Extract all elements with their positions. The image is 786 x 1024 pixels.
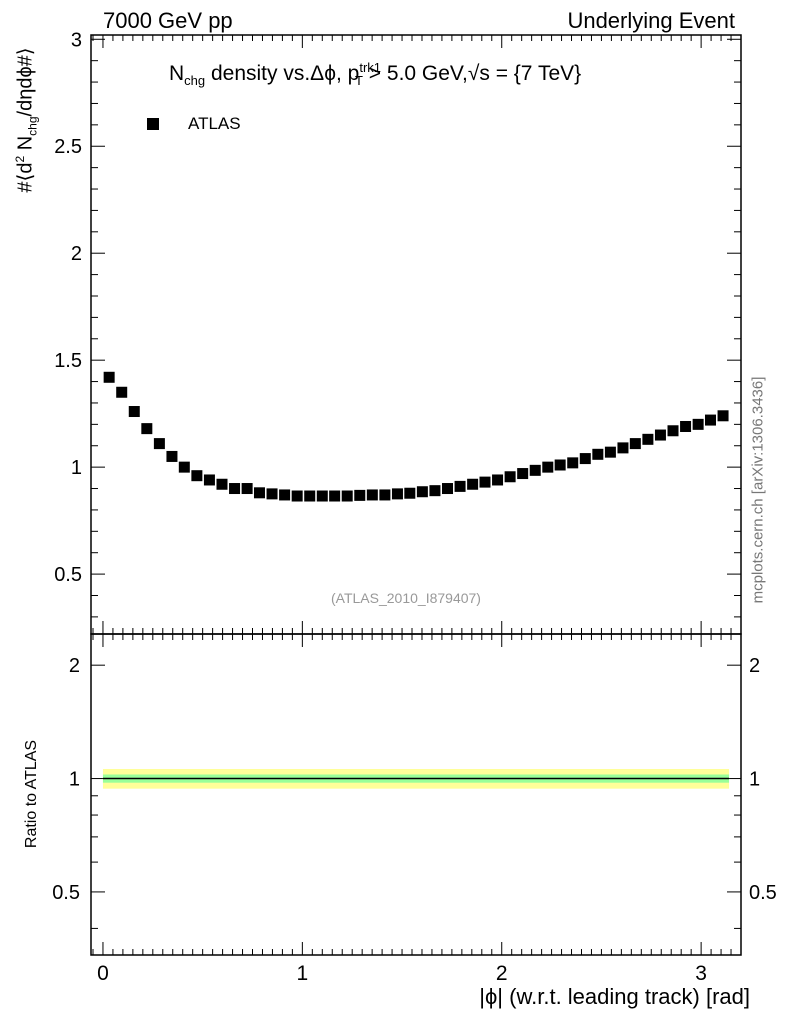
ylabel-a: #⟨d: [14, 162, 37, 193]
watermark: mcplots.cern.ch [arXiv:1306.3436]: [749, 376, 767, 604]
data-point: [103, 371, 115, 383]
data-point: [216, 478, 228, 490]
data-point: [404, 487, 416, 499]
x-tick-label: 1: [297, 962, 309, 985]
ratio-frame: [90, 633, 742, 956]
data-point: [316, 490, 328, 502]
data-point: [229, 483, 241, 495]
title-mid: density vs.Δϕ, p: [205, 62, 360, 85]
y-tick-label: 1.5: [54, 350, 82, 372]
data-point: [554, 459, 566, 471]
legend-marker-atlas: [147, 118, 159, 130]
data-point: [667, 425, 679, 437]
data-point: [191, 470, 203, 482]
data-point: [604, 446, 616, 458]
data-point: [379, 489, 391, 501]
data-point: [141, 423, 153, 435]
data-point: [492, 474, 504, 486]
data-point: [266, 488, 278, 500]
x-tick-label: 3: [695, 962, 707, 985]
data-point: [178, 461, 190, 473]
legend-label-atlas: ATLAS: [188, 114, 241, 133]
y-tick-label: 3: [71, 29, 82, 51]
data-point: [304, 490, 316, 502]
data-point: [592, 448, 604, 460]
data-point: [467, 478, 479, 490]
x-tick-label: 2: [496, 962, 508, 985]
data-point: [291, 490, 303, 502]
data-point: [341, 490, 353, 502]
data-point: [442, 483, 454, 495]
main-panel: 0.5 1 1.5 2 2.5 3: [54, 29, 742, 955]
data-point: [166, 450, 178, 462]
data-point: [529, 464, 541, 476]
data-point: [429, 485, 441, 497]
data-point: [517, 468, 529, 480]
data-point: [704, 414, 716, 426]
data-point: [504, 471, 516, 483]
data-point: [116, 386, 128, 398]
title-n: N: [169, 62, 185, 85]
ratio-y-tick-label-right: 2: [749, 655, 760, 677]
y-tick-label: 1: [71, 457, 82, 479]
data-point: [654, 429, 666, 441]
data-point: [253, 487, 265, 499]
ylabel-c: /dηdϕ#⟩: [14, 47, 37, 117]
data-point: [567, 457, 579, 469]
title-tail: > 5.0 GeV,√s = {7 TeV}: [362, 62, 582, 85]
y-axis-label-ratio: Ratio to ATLAS: [23, 739, 40, 849]
ratio-y-tick-label-left: 2: [69, 655, 80, 677]
data-point: [241, 483, 253, 495]
data-point: [153, 438, 165, 450]
title-sup: trk1: [359, 60, 381, 75]
x-tick-label: 0: [97, 962, 109, 985]
ratio-y-tick-label-right: 1: [749, 769, 760, 791]
chart-title: Nchg density vs.Δϕ, ptrk1T > 5.0 GeV,√s …: [169, 60, 581, 88]
ratio-y-tick-label-right: 0.5: [749, 882, 777, 904]
data-point: [279, 489, 291, 501]
header-right: Underlying Event: [567, 8, 735, 33]
x-axis-label: |ϕ| (w.r.t. leading track) [rad]: [479, 984, 750, 1009]
data-point: [329, 490, 341, 502]
data-point: [354, 489, 366, 501]
header-left: 7000 GeV pp: [103, 8, 233, 33]
data-point: [629, 438, 641, 450]
data-point: [203, 474, 215, 486]
data-point: [416, 486, 428, 498]
y-tick-label: 2: [71, 243, 82, 265]
data-point: [454, 480, 466, 492]
ylabel-sup: 2: [12, 155, 27, 163]
data-point: [542, 461, 554, 473]
ylabel-sub: chg: [25, 116, 40, 136]
y-axis-label-main: #⟨d2 Nchg/dηdϕ#⟩: [13, 47, 40, 192]
ratio-y-tick-label-left: 0.5: [52, 882, 80, 904]
data-point: [692, 418, 704, 430]
data-point: [617, 442, 629, 454]
ylabel-b: N: [14, 135, 37, 156]
ratio-y-tick-label-left: 1: [69, 769, 80, 791]
data-point: [128, 406, 140, 418]
data-point: [366, 489, 378, 501]
analysis-reference: (ATLAS_2010_I879407): [331, 590, 481, 606]
y-tick-label: 0.5: [54, 564, 82, 586]
data-point: [680, 420, 692, 432]
data-point: [717, 410, 729, 422]
ratio-panel: 0 1 2 3 0.5 0.5 1 1 2 2: [52, 633, 777, 985]
data-point: [642, 433, 654, 445]
data-point: [579, 453, 591, 465]
title-sub: T: [355, 73, 363, 89]
data-point: [479, 476, 491, 488]
data-point: [391, 488, 403, 500]
y-tick-label: 2.5: [54, 136, 82, 158]
title-chg: chg: [184, 73, 206, 89]
